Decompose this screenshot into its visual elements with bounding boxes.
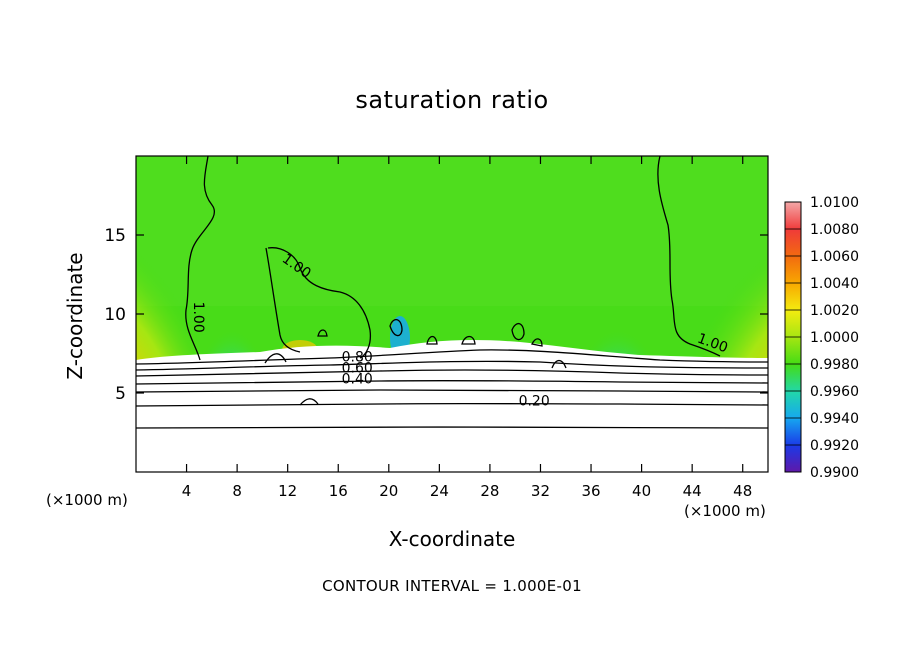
colorbar-label: 1.0000	[810, 330, 859, 346]
colorbar-label: 1.0040	[810, 276, 859, 292]
contour-label: 0.40	[342, 372, 373, 388]
chart-title: saturation ratio	[355, 86, 549, 114]
contour-label: 1.00	[190, 302, 206, 333]
x-tick-label: 20	[379, 482, 398, 500]
x-unit-label-right: (×1000 m)	[684, 502, 766, 520]
x-tick-label: 40	[632, 482, 651, 500]
x-tick-label: 44	[683, 482, 702, 500]
x-axis-label: X-coordinate	[388, 527, 516, 551]
colorbar-segment	[785, 256, 801, 284]
colorbar-segment	[785, 364, 801, 392]
colorbar-label: 1.0060	[810, 249, 859, 265]
contour-labels: 1.001.001.000.800.600.400.20	[190, 251, 730, 410]
x-tick-label: 32	[531, 482, 550, 500]
plot-area	[136, 156, 768, 472]
contour-label: 0.20	[519, 394, 550, 410]
x-axis-ticks: 4 8 12 16 20 24 28 32 36 40 44 48	[182, 156, 752, 500]
y-tick-label: 5	[115, 384, 126, 404]
colorbar: 1.0100 1.0080 1.0060 1.0040 1.0020 1.0000 0.99…	[784, 195, 859, 481]
colorbar-label: 0.9980	[810, 357, 859, 373]
colorbar-segment	[785, 310, 801, 338]
x-tick-label: 36	[581, 482, 600, 500]
colorbar-segment	[785, 337, 801, 365]
y-tick-label: 10	[104, 305, 126, 325]
x-tick-label: 12	[278, 482, 297, 500]
x-tick-label: 28	[480, 482, 499, 500]
x-tick-label: 8	[232, 482, 242, 500]
colorbar-label: 0.9960	[810, 384, 859, 400]
colorbar-segment	[785, 445, 801, 473]
x-tick-label: 16	[329, 482, 348, 500]
colorbar-label: 1.0080	[810, 222, 859, 238]
colorbar-segment	[785, 229, 801, 257]
x-tick-label: 4	[182, 482, 192, 500]
x-unit-label-left: (×1000 m)	[46, 491, 128, 509]
colorbar-label: 0.9920	[810, 438, 859, 454]
colorbar-label: 1.0100	[810, 195, 859, 211]
y-tick-label: 15	[104, 226, 126, 246]
contour-lines	[136, 156, 768, 429]
colorbar-segment	[785, 391, 801, 419]
contour-label: 0.60	[342, 360, 373, 376]
colorbar-segment	[785, 283, 801, 311]
contour-label: 0.80	[342, 349, 373, 365]
contour-interval-note: CONTOUR INTERVAL = 1.000E-01	[322, 577, 582, 595]
colorbar-label: 1.0020	[810, 303, 859, 319]
colorbar-label: 0.9940	[810, 411, 859, 427]
x-tick-label: 48	[733, 482, 752, 500]
colorbar-segment	[785, 202, 801, 230]
colorbar-label: 0.9900	[810, 465, 859, 481]
x-tick-label: 24	[430, 482, 449, 500]
colorbar-segment	[785, 418, 801, 446]
y-axis-ticks: 5 10 15	[104, 226, 768, 404]
